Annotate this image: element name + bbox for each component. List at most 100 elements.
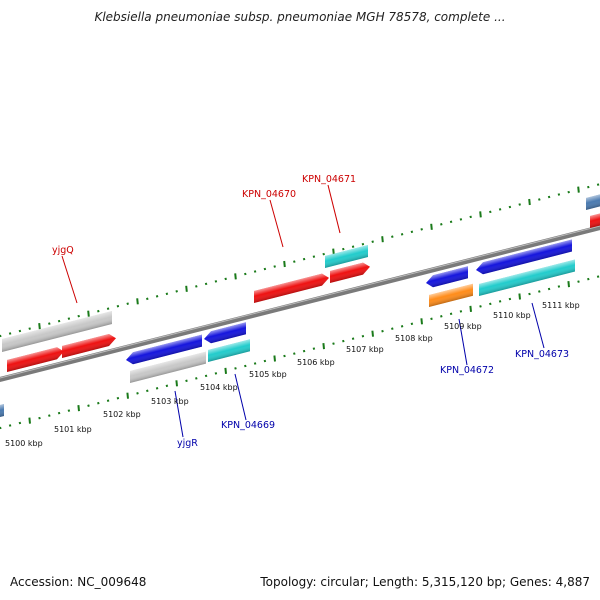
minor-tick bbox=[400, 325, 404, 328]
gene-cyan-upper[interactable] bbox=[325, 245, 368, 268]
minor-tick bbox=[253, 270, 257, 273]
minor-tick bbox=[342, 339, 345, 343]
minor-tick bbox=[18, 329, 22, 333]
tick-label-5108: 5108 kbp bbox=[395, 334, 433, 343]
major-tick bbox=[371, 330, 374, 337]
minor-tick bbox=[528, 292, 531, 296]
minor-tick bbox=[596, 183, 600, 186]
minor-tick bbox=[420, 228, 423, 231]
minor-tick bbox=[57, 411, 61, 415]
genome-backbone bbox=[0, 224, 600, 383]
minor-tick bbox=[557, 285, 561, 288]
gene-label-yjgR: yjgR bbox=[177, 438, 198, 449]
gene-red-right[interactable] bbox=[590, 211, 600, 228]
major-tick bbox=[87, 310, 90, 317]
gene-label-KPN_04669: KPN_04669 bbox=[221, 420, 275, 431]
minor-tick bbox=[449, 220, 453, 224]
major-tick bbox=[175, 380, 178, 387]
gene-KPN_04673[interactable] bbox=[479, 259, 575, 296]
gene-blue-small-1[interactable] bbox=[204, 322, 246, 345]
tick-label-5107: 5107 kbp bbox=[346, 345, 384, 354]
minor-tick bbox=[410, 230, 414, 234]
major-tick bbox=[479, 211, 482, 218]
minor-tick bbox=[312, 255, 316, 258]
tick-label-5104: 5104 kbp bbox=[200, 383, 238, 392]
minor-tick bbox=[547, 195, 551, 199]
major-tick bbox=[273, 355, 276, 362]
gene-yjgQ[interactable] bbox=[7, 345, 64, 372]
gene-red-2[interactable] bbox=[62, 332, 116, 358]
major-tick bbox=[77, 405, 80, 412]
tick-label-5100: 5100 kbp bbox=[5, 439, 43, 448]
minor-tick bbox=[587, 277, 590, 281]
gene-blue-large[interactable] bbox=[476, 239, 572, 276]
gene-label-yjgQ: yjgQ bbox=[52, 245, 74, 256]
minor-tick bbox=[185, 379, 188, 383]
minor-tick bbox=[195, 377, 198, 380]
major-tick bbox=[322, 343, 325, 350]
minor-tick bbox=[538, 198, 541, 201]
gene-label-KPN_04671: KPN_04671 bbox=[302, 174, 356, 185]
minor-tick bbox=[410, 322, 414, 326]
gene-partial-left[interactable] bbox=[0, 404, 4, 419]
minor-tick bbox=[116, 396, 120, 400]
minor-tick bbox=[596, 275, 600, 278]
minor-tick bbox=[253, 362, 257, 365]
minor-tick bbox=[538, 290, 541, 293]
major-tick bbox=[38, 323, 41, 330]
minor-tick bbox=[498, 300, 502, 303]
minor-tick bbox=[116, 304, 120, 308]
major-tick bbox=[430, 223, 433, 230]
minor-tick bbox=[146, 389, 149, 393]
gene-KPN_04671[interactable] bbox=[330, 261, 370, 283]
minor-tick bbox=[400, 233, 404, 236]
minor-tick bbox=[361, 334, 365, 338]
minor-tick bbox=[479, 305, 482, 308]
minor-tick bbox=[322, 252, 325, 256]
gene-KPN_04670[interactable] bbox=[254, 272, 329, 303]
tick-label-5103: 5103 kbp bbox=[151, 397, 189, 406]
tick-label-5101: 5101 kbp bbox=[54, 425, 92, 434]
minor-tick bbox=[381, 329, 384, 333]
major-tick bbox=[469, 305, 472, 312]
gene-KPN_04669[interactable] bbox=[208, 339, 250, 362]
minor-tick bbox=[508, 205, 512, 209]
minor-tick bbox=[342, 247, 345, 251]
minor-tick bbox=[498, 208, 502, 211]
minor-tick bbox=[459, 310, 463, 313]
minor-tick bbox=[0, 334, 2, 338]
minor-tick bbox=[48, 414, 51, 417]
major-tick bbox=[420, 318, 423, 325]
gene-yjgR[interactable] bbox=[130, 351, 206, 383]
minor-tick bbox=[430, 317, 433, 321]
minor-tick bbox=[459, 218, 463, 221]
major-tick bbox=[28, 417, 31, 424]
major-tick bbox=[224, 367, 227, 374]
minor-tick bbox=[77, 314, 80, 318]
gene-blue-small-2[interactable] bbox=[426, 266, 468, 289]
minor-tick bbox=[204, 282, 208, 286]
minor-tick bbox=[518, 203, 521, 206]
minor-tick bbox=[263, 359, 267, 363]
minor-tick bbox=[244, 272, 247, 276]
tick-label-5102: 5102 kbp bbox=[103, 410, 141, 419]
gene-KPN_04672[interactable] bbox=[429, 283, 473, 307]
gene-gray-1[interactable] bbox=[2, 310, 112, 352]
minor-tick bbox=[234, 367, 237, 370]
minor-tick bbox=[165, 384, 169, 388]
major-tick bbox=[518, 293, 521, 300]
minor-tick bbox=[106, 399, 110, 402]
minor-tick bbox=[440, 315, 443, 318]
minor-tick bbox=[136, 392, 139, 395]
minor-tick bbox=[38, 416, 41, 420]
gene-steel-right[interactable] bbox=[586, 192, 600, 210]
reverse-tick-track bbox=[0, 275, 600, 430]
minor-tick bbox=[302, 257, 306, 261]
minor-tick bbox=[263, 267, 267, 271]
gene-yjgR-blue[interactable] bbox=[126, 334, 202, 366]
gene-features bbox=[0, 192, 600, 419]
minor-tick bbox=[283, 354, 286, 358]
gene-label-KPN_04670: KPN_04670 bbox=[242, 189, 296, 200]
major-tick bbox=[126, 392, 129, 399]
minor-tick bbox=[175, 290, 178, 293]
